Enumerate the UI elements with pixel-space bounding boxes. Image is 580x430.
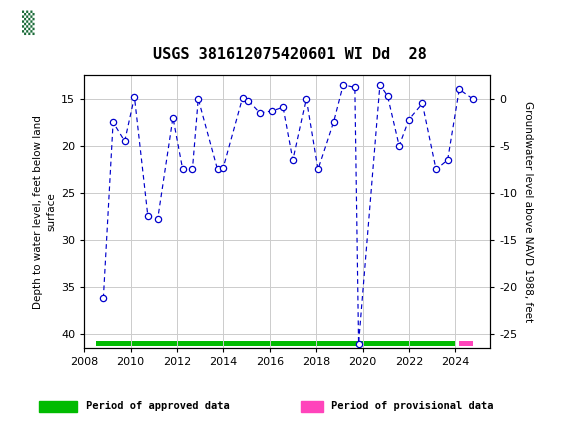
Text: USGS 381612075420601 WI Dd  28: USGS 381612075420601 WI Dd 28 xyxy=(153,47,427,62)
Text: Period of approved data: Period of approved data xyxy=(86,401,229,412)
Y-axis label: Groundwater level above NAVD 1988, feet: Groundwater level above NAVD 1988, feet xyxy=(523,101,533,322)
Bar xyxy=(39,401,77,412)
Text: Period of provisional data: Period of provisional data xyxy=(331,401,494,412)
Bar xyxy=(301,401,322,412)
Y-axis label: Depth to water level, feet below land
surface: Depth to water level, feet below land su… xyxy=(33,115,57,309)
Bar xyxy=(5,3,51,42)
Text: USGS: USGS xyxy=(61,14,112,31)
Text: ▒: ▒ xyxy=(21,10,34,35)
